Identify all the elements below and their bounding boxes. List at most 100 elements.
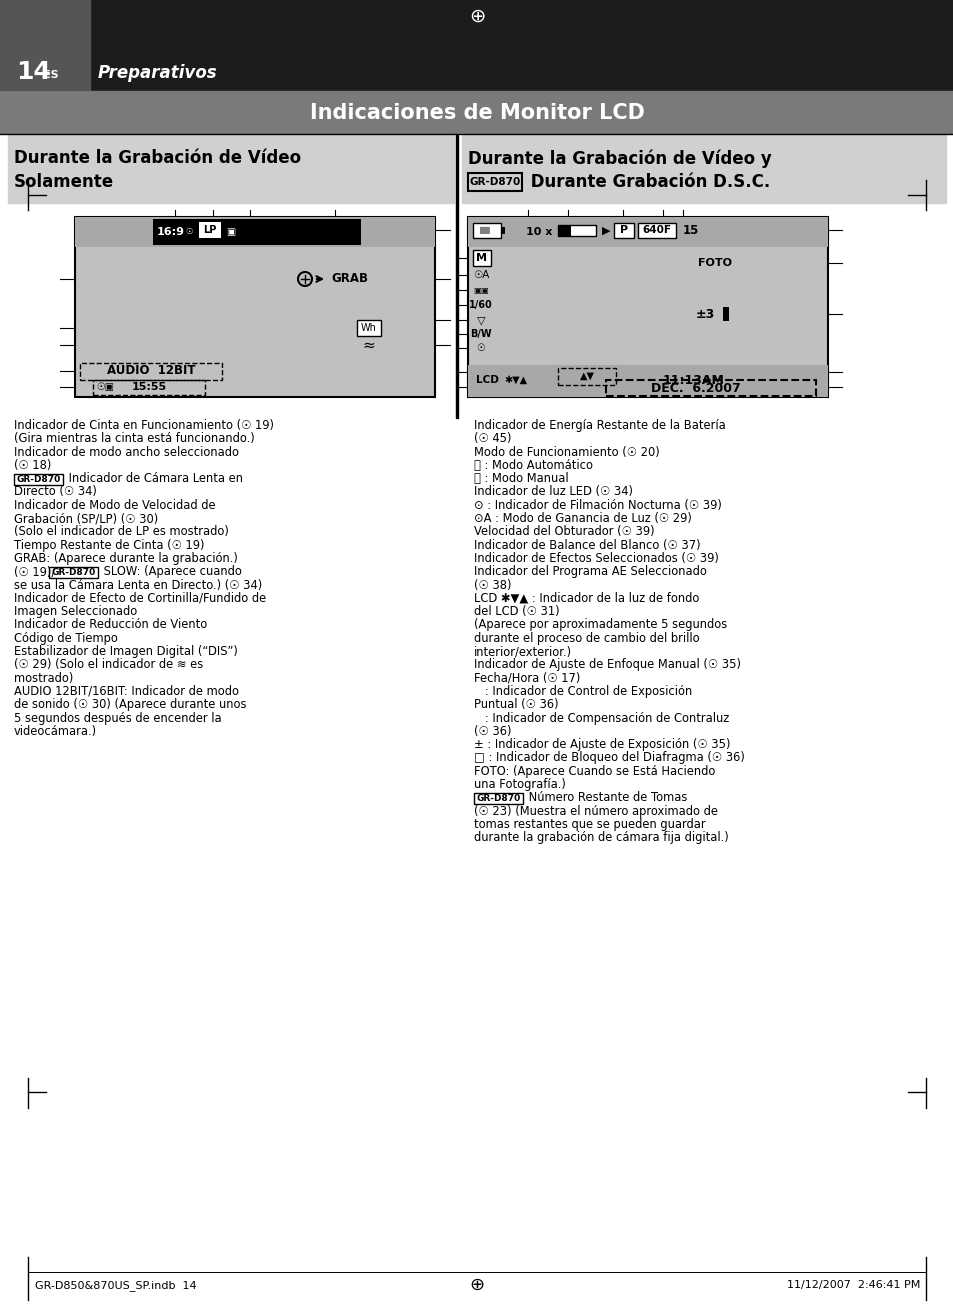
Text: AUDIO 12BIT/16BIT: Indicador de modo: AUDIO 12BIT/16BIT: Indicador de modo <box>14 685 239 698</box>
Text: ±3: ±3 <box>696 307 715 320</box>
Text: GR-D870: GR-D870 <box>476 794 520 803</box>
Text: FOTO: FOTO <box>698 258 731 268</box>
Text: GR-D870: GR-D870 <box>16 475 61 484</box>
Text: ██: ██ <box>478 227 489 234</box>
Text: P: P <box>619 224 627 235</box>
Text: Indicador del Programa AE Seleccionado: Indicador del Programa AE Seleccionado <box>474 565 706 579</box>
Text: 11/12/2007  2:46:41 PM: 11/12/2007 2:46:41 PM <box>786 1281 919 1290</box>
Text: LCD ✱▼▲ : Indicador de la luz de fondo: LCD ✱▼▲ : Indicador de la luz de fondo <box>474 592 699 605</box>
Text: interior/exterior.): interior/exterior.) <box>474 646 572 659</box>
Text: (☉ 29) (Solo el indicador de ≋ es: (☉ 29) (Solo el indicador de ≋ es <box>14 659 203 672</box>
Text: Durante Grabación D.S.C.: Durante Grabación D.S.C. <box>524 173 769 192</box>
Bar <box>468 216 827 247</box>
Text: Wh: Wh <box>360 323 376 333</box>
Text: SLOW: (Aparece cuando: SLOW: (Aparece cuando <box>100 565 241 579</box>
Text: Indicador de Balance del Blanco (☉ 37): Indicador de Balance del Blanco (☉ 37) <box>474 539 700 552</box>
Text: (Gira mientras la cinta está funcionando.): (Gira mientras la cinta está funcionando… <box>14 432 254 445</box>
Bar <box>605 380 815 396</box>
Text: (☉ 23) (Muestra el número aproximado de: (☉ 23) (Muestra el número aproximado de <box>474 804 718 817</box>
Text: ▽: ▽ <box>476 315 485 325</box>
Text: Directo (☉ 34): Directo (☉ 34) <box>14 485 97 499</box>
Text: DEC.  6.2007: DEC. 6.2007 <box>651 382 740 395</box>
Text: Código de Tiempo: Código de Tiempo <box>14 632 118 644</box>
Text: ⓜ : Modo Manual: ⓜ : Modo Manual <box>474 472 568 485</box>
Text: Solamente: Solamente <box>14 173 114 192</box>
Text: GRAB: (Aparece durante la grabación.): GRAB: (Aparece durante la grabación.) <box>14 552 237 565</box>
Text: : Indicador de Control de Exposición: : Indicador de Control de Exposición <box>474 685 692 698</box>
Text: ☉▣: ☉▣ <box>96 382 113 392</box>
Text: GRAB: GRAB <box>331 273 368 286</box>
Text: Indicador de Energía Restante de la Batería: Indicador de Energía Restante de la Bate… <box>474 419 725 432</box>
Text: (Solo el indicador de LP es mostrado): (Solo el indicador de LP es mostrado) <box>14 525 229 538</box>
Text: GR-D870: GR-D870 <box>51 568 95 577</box>
Text: Indicador de Cámara Lenta en: Indicador de Cámara Lenta en <box>66 472 243 485</box>
Text: Ⓐ : Modo Automático: Ⓐ : Modo Automático <box>474 459 593 472</box>
Text: B/W: B/W <box>470 329 492 338</box>
Text: ☉A: ☉A <box>473 270 489 279</box>
Bar <box>75 216 435 247</box>
Text: AUDIO  12BIT: AUDIO 12BIT <box>107 365 195 378</box>
Text: 1/60: 1/60 <box>469 300 493 310</box>
Text: Estabilizador de Imagen Digital (“DIS”): Estabilizador de Imagen Digital (“DIS”) <box>14 646 237 659</box>
Text: □ : Indicador de Bloqueo del Diafragma (☉ 36): □ : Indicador de Bloqueo del Diafragma (… <box>474 752 744 765</box>
Bar <box>80 363 222 380</box>
Text: ▣: ▣ <box>226 227 235 237</box>
Bar <box>92 380 205 395</box>
Text: Indicador de Cinta en Funcionamiento (☉ 19): Indicador de Cinta en Funcionamiento (☉ … <box>14 419 274 432</box>
Text: Modo de Funcionamiento (☉ 20): Modo de Funcionamiento (☉ 20) <box>474 446 659 459</box>
Bar <box>468 216 827 398</box>
Text: 15:55: 15:55 <box>132 382 167 392</box>
Text: del LCD (☉ 31): del LCD (☉ 31) <box>474 605 559 618</box>
Text: ⊕: ⊕ <box>469 1277 484 1294</box>
Bar <box>614 223 634 237</box>
Text: durante la grabación de cámara fija digital.): durante la grabación de cámara fija digi… <box>474 832 728 845</box>
Bar <box>473 223 500 237</box>
Text: 640F: 640F <box>641 224 671 235</box>
Text: ☉: ☉ <box>476 342 485 353</box>
Text: 16:9: 16:9 <box>157 227 185 237</box>
Text: durante el proceso de cambio del brillo: durante el proceso de cambio del brillo <box>474 632 699 644</box>
Text: Velocidad del Obturador (☉ 39): Velocidad del Obturador (☉ 39) <box>474 525 654 538</box>
Text: (☉ 45): (☉ 45) <box>474 432 511 445</box>
Text: Fecha/Hora (☉ 17): Fecha/Hora (☉ 17) <box>474 672 579 685</box>
Text: ≈: ≈ <box>362 337 375 353</box>
Bar <box>558 224 596 236</box>
Bar <box>0 0 953 91</box>
Text: FOTO: (Aparece Cuando se Está Haciendo: FOTO: (Aparece Cuando se Está Haciendo <box>474 765 715 778</box>
Bar <box>0 91 953 133</box>
Text: (Aparece por aproximadamente 5 segundos: (Aparece por aproximadamente 5 segundos <box>474 618 726 631</box>
Text: una Fotografía.): una Fotografía.) <box>474 778 565 791</box>
Text: ± : Indicador de Ajuste de Exposición (☉ 35): ± : Indicador de Ajuste de Exposición (☉… <box>474 739 730 752</box>
Text: Indicaciones de Monitor LCD: Indicaciones de Monitor LCD <box>309 104 644 123</box>
Bar <box>49 567 98 579</box>
Text: se usa la Cámara Lenta en Directo.) (☉ 34): se usa la Cámara Lenta en Directo.) (☉ 3… <box>14 579 262 592</box>
Text: 5 segundos después de encender la: 5 segundos después de encender la <box>14 711 221 724</box>
Bar <box>474 794 523 804</box>
Text: 10 x: 10 x <box>525 227 552 237</box>
Text: Indicador de Reducción de Viento: Indicador de Reducción de Viento <box>14 618 207 631</box>
Text: ---min: ---min <box>266 224 297 235</box>
Text: 15: 15 <box>682 224 699 237</box>
Text: Número Restante de Tomas: Número Restante de Tomas <box>525 791 687 804</box>
Bar <box>75 216 435 398</box>
Text: Durante la Grabación de Vídeo y: Durante la Grabación de Vídeo y <box>468 150 771 168</box>
Text: tomas restantes que se pueden guardar: tomas restantes que se pueden guardar <box>474 817 705 830</box>
Text: (☉ 19)/: (☉ 19)/ <box>14 565 59 579</box>
Bar <box>468 365 827 398</box>
Bar <box>236 222 327 239</box>
Text: Durante la Grabación de Vídeo: Durante la Grabación de Vídeo <box>14 150 301 167</box>
Text: 11:13AM: 11:13AM <box>662 374 724 387</box>
Text: GR-D870: GR-D870 <box>469 177 520 188</box>
Bar <box>473 251 491 266</box>
Text: Indicador de Ajuste de Enfoque Manual (☉ 35): Indicador de Ajuste de Enfoque Manual (☉… <box>474 659 740 672</box>
Bar <box>558 367 616 384</box>
Text: Indicador de luz LED (☉ 34): Indicador de luz LED (☉ 34) <box>474 485 633 499</box>
Text: Indicador de Efecto de Cortinilla/Fundido de: Indicador de Efecto de Cortinilla/Fundid… <box>14 592 266 605</box>
Text: Grabación (SP/LP) (☉ 30): Grabación (SP/LP) (☉ 30) <box>14 512 158 525</box>
Text: ⊙ : Indicador de Filmación Nocturna (☉ 39): ⊙ : Indicador de Filmación Nocturna (☉ 3… <box>474 499 721 512</box>
Text: (☉ 38): (☉ 38) <box>474 579 511 592</box>
Text: ES: ES <box>43 70 58 80</box>
Bar <box>456 135 457 419</box>
Text: mostrado): mostrado) <box>14 672 73 685</box>
Text: Indicador de Modo de Velocidad de: Indicador de Modo de Velocidad de <box>14 499 215 512</box>
